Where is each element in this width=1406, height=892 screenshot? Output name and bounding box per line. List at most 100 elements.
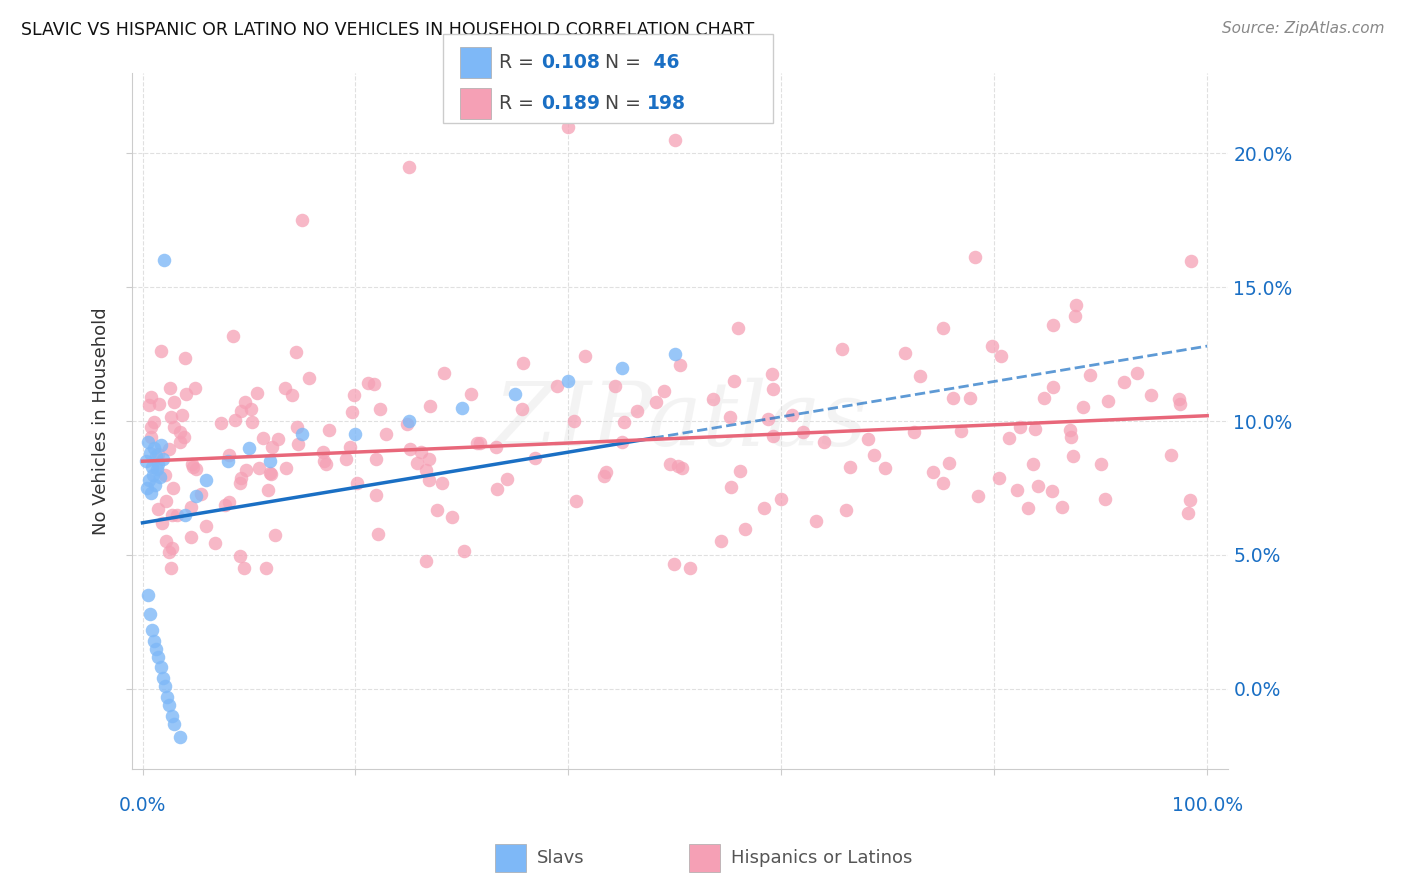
Point	[398, 414, 420, 428]
Point	[762, 383, 785, 397]
Point	[419, 399, 441, 413]
Point	[1168, 397, 1191, 411]
Point	[418, 451, 440, 466]
Point	[557, 120, 579, 134]
Point	[671, 460, 693, 475]
Point	[228, 549, 250, 564]
Point	[1042, 318, 1064, 332]
Point	[1008, 420, 1031, 434]
Point	[792, 425, 814, 440]
Point	[166, 508, 188, 523]
Point	[143, 441, 166, 455]
Point	[233, 394, 256, 409]
Point	[222, 328, 245, 343]
Point	[398, 160, 420, 174]
Point	[229, 476, 252, 491]
Point	[138, 473, 160, 487]
Point	[163, 716, 186, 731]
Point	[938, 456, 960, 470]
Point	[146, 462, 169, 476]
Point	[981, 338, 1004, 352]
Point	[831, 343, 853, 357]
Point	[335, 451, 357, 466]
Point	[218, 448, 240, 462]
Point	[415, 554, 437, 568]
Point	[184, 489, 207, 503]
Text: R =: R =	[499, 94, 540, 113]
Point	[574, 349, 596, 363]
Point	[967, 489, 990, 503]
Point	[1026, 478, 1049, 492]
Text: 46: 46	[647, 53, 679, 72]
Point	[922, 465, 945, 479]
Point	[254, 561, 277, 575]
Point	[143, 633, 166, 648]
Point	[240, 401, 263, 416]
Point	[287, 437, 309, 451]
Text: 198: 198	[647, 94, 686, 113]
Point	[990, 349, 1012, 363]
Point	[666, 458, 689, 473]
Point	[274, 381, 297, 395]
Point	[148, 649, 170, 664]
Point	[603, 379, 626, 393]
Point	[679, 561, 702, 575]
Text: R =: R =	[499, 53, 540, 72]
Point	[1177, 506, 1199, 520]
Point	[287, 419, 309, 434]
Point	[465, 436, 488, 450]
Point	[152, 671, 174, 685]
Point	[718, 409, 741, 424]
Point	[146, 501, 169, 516]
Point	[343, 388, 366, 402]
Point	[136, 435, 159, 450]
Point	[174, 508, 197, 522]
Point	[510, 402, 533, 417]
Point	[172, 408, 194, 422]
Text: 100.0%: 100.0%	[1171, 796, 1243, 815]
Point	[1024, 422, 1046, 436]
Point	[148, 397, 170, 411]
Point	[659, 457, 682, 471]
Point	[141, 623, 163, 637]
Point	[1112, 375, 1135, 389]
Point	[756, 412, 779, 426]
Point	[181, 458, 204, 472]
Point	[1160, 448, 1182, 462]
Point	[363, 376, 385, 391]
Point	[592, 469, 614, 483]
Text: SLAVIC VS HISPANIC OR LATINO NO VEHICLES IN HOUSEHOLD CORRELATION CHART: SLAVIC VS HISPANIC OR LATINO NO VEHICLES…	[21, 21, 755, 38]
Point	[183, 459, 205, 474]
Point	[344, 427, 367, 442]
Point	[752, 501, 775, 516]
Point	[470, 436, 492, 450]
Point	[259, 454, 281, 468]
Point	[806, 514, 828, 528]
Point	[142, 467, 165, 482]
Point	[426, 503, 449, 517]
Point	[1050, 500, 1073, 514]
Point	[204, 536, 226, 550]
Point	[259, 467, 281, 481]
Point	[260, 467, 283, 482]
Point	[163, 420, 186, 434]
Point	[430, 476, 453, 491]
Point	[217, 454, 239, 468]
Point	[366, 488, 388, 502]
Point	[312, 454, 335, 468]
Point	[155, 533, 177, 548]
Point	[486, 482, 509, 496]
Point	[139, 419, 162, 434]
Point	[138, 398, 160, 412]
Point	[157, 545, 180, 559]
Point	[557, 374, 579, 388]
Point	[173, 430, 195, 444]
Point	[209, 416, 232, 430]
Point	[148, 470, 170, 484]
Point	[195, 473, 218, 487]
Text: Source: ZipAtlas.com: Source: ZipAtlas.com	[1222, 21, 1385, 36]
Point	[162, 481, 184, 495]
Point	[409, 445, 432, 459]
Point	[367, 526, 389, 541]
Point	[564, 494, 586, 508]
